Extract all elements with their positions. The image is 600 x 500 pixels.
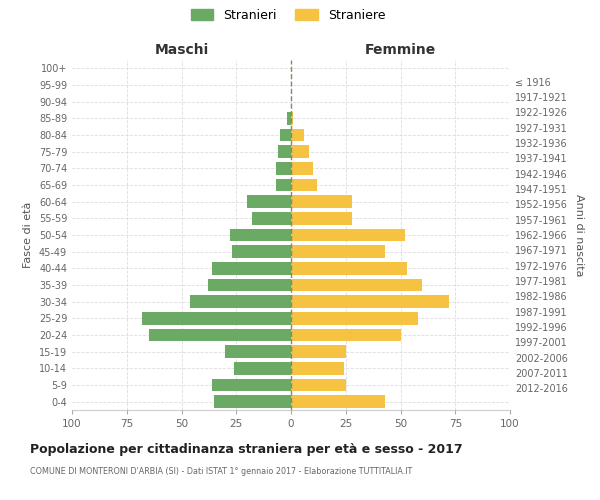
- Bar: [149, 329, 291, 341]
- Bar: [280, 129, 291, 141]
- Bar: [291, 396, 385, 408]
- Bar: [208, 279, 291, 291]
- Bar: [291, 179, 317, 192]
- Bar: [278, 146, 291, 158]
- Y-axis label: Fasce di età: Fasce di età: [23, 202, 33, 268]
- Bar: [230, 229, 291, 241]
- Bar: [291, 296, 449, 308]
- Bar: [291, 279, 422, 291]
- Bar: [291, 362, 344, 374]
- Bar: [214, 396, 291, 408]
- Bar: [212, 379, 291, 391]
- Bar: [234, 362, 291, 374]
- Bar: [291, 346, 346, 358]
- Bar: [212, 262, 291, 274]
- Bar: [275, 179, 291, 192]
- Legend: Stranieri, Straniere: Stranieri, Straniere: [191, 8, 385, 22]
- Y-axis label: Anni di nascita: Anni di nascita: [574, 194, 584, 276]
- Bar: [291, 379, 346, 391]
- Bar: [291, 162, 313, 174]
- Bar: [291, 246, 385, 258]
- Bar: [291, 312, 418, 324]
- Bar: [275, 162, 291, 174]
- Bar: [251, 212, 291, 224]
- Text: Maschi: Maschi: [154, 42, 209, 56]
- Bar: [226, 346, 291, 358]
- Bar: [247, 196, 291, 208]
- Bar: [291, 229, 405, 241]
- Text: Femmine: Femmine: [365, 42, 436, 56]
- Bar: [291, 212, 352, 224]
- Bar: [291, 329, 401, 341]
- Text: Popolazione per cittadinanza straniera per età e sesso - 2017: Popolazione per cittadinanza straniera p…: [30, 442, 463, 456]
- Bar: [232, 246, 291, 258]
- Bar: [291, 112, 293, 124]
- Text: COMUNE DI MONTERONI D'ARBIA (SI) - Dati ISTAT 1° gennaio 2017 - Elaborazione TUT: COMUNE DI MONTERONI D'ARBIA (SI) - Dati …: [30, 468, 412, 476]
- Bar: [291, 146, 308, 158]
- Bar: [291, 262, 407, 274]
- Bar: [142, 312, 291, 324]
- Bar: [287, 112, 291, 124]
- Bar: [291, 129, 304, 141]
- Bar: [291, 196, 352, 208]
- Bar: [190, 296, 291, 308]
